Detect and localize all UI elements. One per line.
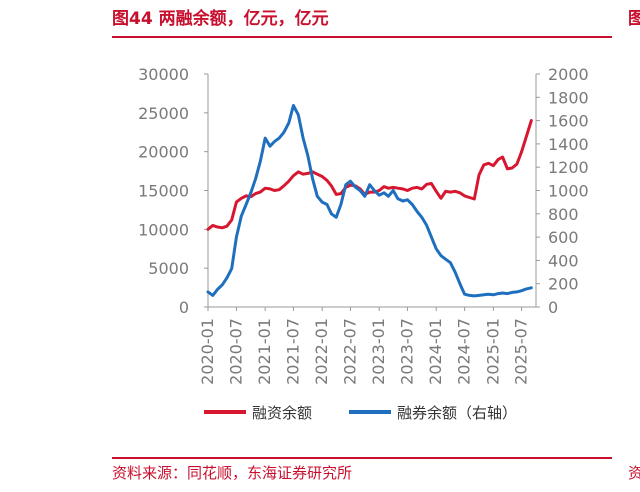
y-left-tick-label: 25000 <box>138 104 189 123</box>
title-divider <box>112 36 612 38</box>
y-left-tick-label: 10000 <box>138 220 189 239</box>
chart-legend: 融资余额 融券余额（右轴） <box>204 404 517 422</box>
y-left-tick-label: 0 <box>179 298 189 317</box>
y-left-tick-label: 30000 <box>138 65 189 84</box>
x-tick-label: 2022-07 <box>340 318 359 385</box>
x-tick-label: 2021-01 <box>255 318 274 385</box>
securities-lending-balance-line <box>206 104 533 298</box>
y-right-tick-label: 200 <box>548 275 579 294</box>
adjacent-figure-title-fragment: 图 <box>628 9 640 29</box>
x-tick-label: 2025-07 <box>512 318 531 385</box>
x-tick-label: 2025-01 <box>483 318 502 385</box>
y-right-tick-label: 1800 <box>548 88 589 107</box>
y-right-tick-label: 1200 <box>548 158 589 177</box>
y-left-tick-label: 5000 <box>148 259 189 278</box>
y-right-tick-label: 0 <box>548 298 558 317</box>
y-right-tick-label: 1600 <box>548 112 589 131</box>
source-divider <box>112 457 612 459</box>
y-right-tick-label: 2000 <box>548 65 589 84</box>
y-left-tick-label: 20000 <box>138 143 189 162</box>
legend-margin-financing-label: 融资余额 <box>252 404 312 422</box>
adjacent-source-fragment: 资 <box>628 464 640 482</box>
x-tick-label: 2023-01 <box>369 318 388 385</box>
y-left-tick-label: 15000 <box>138 182 189 201</box>
figure-title: 图44 两融余额，亿元，亿元 <box>112 9 329 29</box>
x-tick-label: 2022-01 <box>312 318 331 385</box>
source-note: 资料来源：同花顺，东海证券研究所 <box>112 464 353 482</box>
chart-axes: 0 5000 10000 15000 20000 25000 30000 0 200 400 600… <box>138 65 589 385</box>
x-tick-label: 2020-07 <box>226 318 245 385</box>
y-right-tick-label: 1400 <box>548 135 589 154</box>
x-tick-label: 2024-07 <box>455 318 474 385</box>
x-tick-label: 2024-01 <box>426 318 445 385</box>
y-right-tick-label: 600 <box>548 228 579 247</box>
x-tick-label: 2021-07 <box>283 318 302 385</box>
x-tick-label: 2023-07 <box>397 318 416 385</box>
margin-financing-balance-line <box>206 119 533 231</box>
y-right-tick-label: 400 <box>548 251 579 270</box>
y-right-tick-label: 800 <box>548 205 579 224</box>
chart-plot-area <box>206 104 533 298</box>
x-tick-label: 2020-01 <box>198 318 217 385</box>
y-right-tick-label: 1000 <box>548 182 589 201</box>
legend-securities-lending-label: 融券余额（右轴） <box>397 404 517 422</box>
